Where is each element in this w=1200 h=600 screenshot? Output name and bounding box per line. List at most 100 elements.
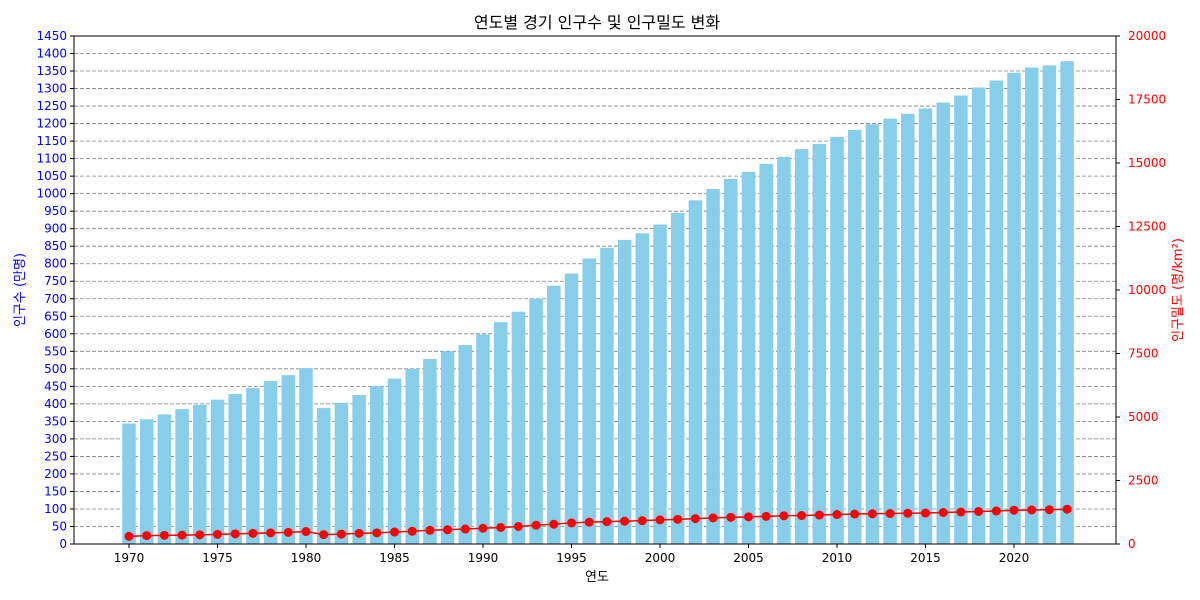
bar [511, 311, 526, 544]
bar [423, 359, 437, 544]
line-point [903, 508, 913, 518]
x-tick-label: 2020 [999, 551, 1030, 565]
line-point [832, 510, 842, 520]
line-point [690, 514, 700, 524]
line-point [142, 531, 152, 541]
line-point [213, 529, 222, 539]
bar [299, 368, 313, 544]
right-tick-label: 10000 [1128, 283, 1166, 297]
line-point [248, 528, 258, 538]
line-point [531, 520, 541, 530]
right-tick-label: 5000 [1128, 410, 1159, 424]
line-point [956, 507, 966, 517]
x-tick-label: 1995 [556, 551, 587, 565]
x-tick-label: 2010 [822, 551, 853, 565]
left-tick-label: 1250 [36, 99, 67, 113]
line-point [354, 528, 364, 538]
line-point [496, 522, 506, 532]
right-tick-label: 15000 [1128, 156, 1166, 170]
bar [653, 224, 667, 544]
left-tick-label: 1100 [36, 152, 67, 166]
left-tick-label: 550 [44, 344, 67, 358]
line-point [726, 512, 736, 522]
bar [122, 423, 136, 544]
x-axis-ticks: 1970 1975 1980 1985 1990 1995 2000 2005 2010 2015… [114, 544, 1030, 565]
line-point [655, 515, 665, 525]
left-tick-label: 350 [44, 414, 67, 428]
line-point [602, 517, 612, 527]
line-point [283, 527, 293, 537]
line-point [1009, 505, 1019, 515]
left-tick-label: 1350 [36, 64, 67, 78]
line-point [921, 508, 930, 518]
line-point [124, 531, 134, 541]
bar [830, 136, 844, 545]
bar [440, 351, 455, 544]
bar [706, 189, 720, 544]
x-tick-label: 1975 [202, 551, 233, 565]
bar [210, 399, 225, 544]
left-tick-label: 650 [44, 309, 67, 323]
line-point [443, 525, 453, 535]
left-tick-label: 600 [44, 327, 67, 341]
bar [370, 386, 384, 544]
left-tick-label: 800 [44, 257, 67, 271]
right-tick-label: 2500 [1128, 474, 1159, 488]
bar [777, 156, 791, 545]
bar [812, 143, 827, 545]
left-tick-label: 900 [44, 222, 67, 236]
line-point [1027, 505, 1037, 515]
right-tick-label: 0 [1128, 537, 1136, 551]
bar [157, 414, 172, 544]
line-point [797, 511, 807, 521]
line-point [336, 529, 346, 539]
x-axis-title: 연도 [585, 570, 609, 585]
line-point [567, 518, 576, 528]
bar [794, 149, 809, 544]
line-point [744, 512, 753, 522]
left-tick-label: 1450 [36, 29, 67, 43]
line-point [637, 516, 647, 526]
left-tick-label: 0 [59, 537, 67, 551]
line-point [814, 510, 824, 520]
bar [1007, 72, 1021, 545]
bar [989, 80, 1004, 545]
left-axis-ticks: 0 50 100 150 200 250 300 350 400 450 500 550 600 650 7… [36, 29, 74, 551]
left-axis-title: 인구수 (만명) [13, 253, 28, 327]
right-tick-label: 12500 [1128, 220, 1166, 234]
left-tick-label: 1000 [36, 187, 67, 201]
bar [918, 108, 933, 545]
bar [281, 375, 296, 544]
line-point [708, 513, 718, 523]
left-tick-label: 850 [44, 239, 67, 253]
bar [1060, 61, 1074, 545]
line-point [584, 517, 594, 527]
left-tick-label: 750 [44, 274, 67, 288]
x-tick-label: 1990 [468, 551, 499, 565]
line-point [177, 530, 187, 540]
line-point [513, 521, 523, 531]
bar [865, 124, 880, 544]
bar [901, 113, 915, 544]
bar [246, 388, 260, 544]
left-tick-label: 250 [44, 449, 67, 463]
left-tick-label: 150 [44, 484, 67, 498]
left-tick-label: 1400 [36, 47, 67, 61]
line-point [885, 509, 895, 519]
bar [493, 322, 508, 544]
x-tick-label: 1985 [379, 551, 410, 565]
bar [600, 247, 614, 544]
right-axis-ticks: 0 2500 5000 7500 10000 12500 15000 17500 20000 [1116, 29, 1166, 551]
line-point [301, 527, 311, 537]
bar [670, 212, 685, 544]
x-tick-label: 2015 [910, 551, 941, 565]
line-point [991, 506, 1001, 516]
bar [547, 285, 561, 544]
bar [334, 402, 349, 544]
bar [458, 345, 473, 544]
line-point [372, 528, 382, 538]
bar [316, 408, 331, 544]
bar [263, 381, 278, 544]
left-tick-label: 1300 [36, 82, 67, 96]
bar [936, 102, 950, 544]
